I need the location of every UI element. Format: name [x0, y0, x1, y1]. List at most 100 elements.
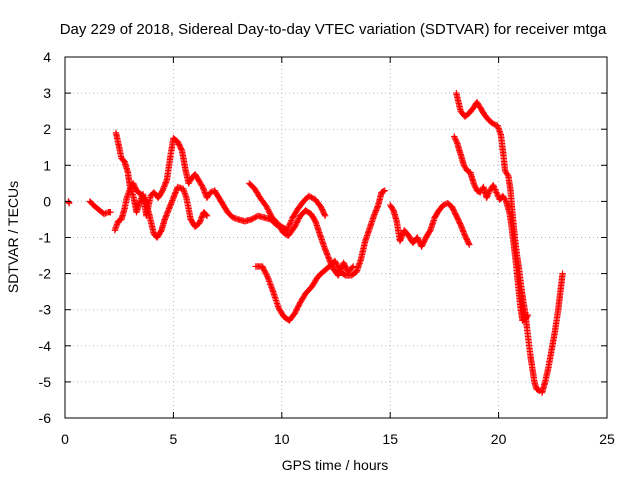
data-point [292, 308, 299, 316]
data-point [259, 263, 266, 270]
data-point [285, 222, 293, 230]
data-point [490, 183, 497, 190]
data-point [497, 129, 504, 137]
y-tick-label: 4 [43, 49, 51, 65]
data-point [198, 182, 206, 189]
data-point [321, 244, 328, 252]
data-point [292, 222, 299, 229]
data-point [380, 188, 387, 195]
y-tick-label: -4 [39, 338, 52, 354]
data-point [178, 146, 185, 153]
data-point [295, 302, 303, 309]
data-point [264, 205, 271, 212]
data-point [293, 306, 300, 313]
data-point [203, 211, 210, 219]
data-point [102, 210, 109, 217]
data-point [381, 187, 388, 194]
data-point [262, 269, 269, 277]
data-point [264, 206, 272, 213]
data-point [371, 209, 379, 217]
data-point [504, 171, 511, 178]
data-point [165, 206, 172, 214]
data-point [325, 254, 332, 261]
data-point [291, 310, 298, 317]
data-point [267, 211, 274, 219]
data-point [293, 220, 300, 228]
data-point [288, 217, 295, 224]
data-marks [65, 89, 566, 396]
data-point [323, 248, 330, 256]
y-tick-label: 3 [43, 85, 51, 101]
grid-lines [65, 57, 607, 418]
data-point [261, 268, 269, 275]
x-tick-label: 10 [274, 431, 290, 447]
data-point [440, 201, 447, 209]
data-point [130, 181, 138, 188]
data-point [491, 184, 498, 192]
data-point [161, 182, 168, 189]
data-point [485, 190, 492, 197]
data-point [459, 227, 466, 234]
data-point [196, 219, 203, 227]
data-point [295, 303, 302, 310]
data-point [107, 209, 114, 216]
data-point [492, 187, 499, 195]
x-axis-label: GPS time / hours [282, 457, 389, 473]
data-point [286, 221, 293, 228]
data-point [484, 191, 492, 199]
data-point [335, 272, 342, 279]
data-point [266, 210, 274, 217]
data-point [132, 184, 139, 191]
data-point [265, 207, 272, 215]
data-point [266, 278, 273, 285]
data-point [465, 240, 472, 247]
data-point [451, 134, 458, 142]
data-point [389, 205, 396, 213]
x-tick-label: 15 [382, 431, 398, 447]
y-tick-label: -3 [39, 302, 52, 318]
data-point [260, 265, 267, 273]
data-point [502, 196, 509, 204]
data-point [333, 261, 341, 269]
x-tick-label: 5 [170, 431, 178, 447]
data-point [162, 179, 169, 186]
data-point [161, 216, 168, 223]
x-axis-tick-labels: 0 5 10 15 20 25 [61, 431, 615, 447]
data-point [495, 126, 503, 134]
data-point [130, 180, 137, 187]
data-point [483, 194, 490, 201]
data-point [129, 189, 136, 197]
data-point [259, 264, 267, 271]
data-point [162, 213, 169, 220]
data-point [460, 229, 468, 237]
y-axis-tick-labels: -6 -5 -4 -3 -2 -1 0 1 2 3 4 [39, 49, 52, 426]
data-point [287, 220, 294, 227]
data-point [490, 182, 497, 189]
data-point [263, 203, 270, 210]
data-point [466, 241, 473, 248]
data-point [287, 218, 294, 226]
data-point [333, 260, 340, 267]
y-tick-label: -5 [39, 374, 52, 390]
data-point [324, 251, 331, 258]
data-point [559, 270, 566, 277]
data-point [169, 197, 176, 204]
data-point [100, 210, 108, 218]
data-point [335, 264, 342, 271]
data-point [334, 263, 341, 270]
data-point [293, 307, 300, 314]
data-point [181, 188, 188, 195]
data-point [452, 137, 460, 144]
data-point [490, 120, 497, 127]
data-point [295, 216, 302, 224]
data-point [491, 121, 498, 128]
data-point [171, 190, 179, 197]
data-point [164, 209, 171, 216]
data-point [451, 133, 458, 140]
data-point [397, 235, 405, 242]
data-point [523, 313, 531, 320]
y-axis-label: SDTVAR / TECUs [5, 181, 21, 293]
data-point [182, 191, 189, 198]
data-point [131, 183, 138, 190]
data-point [267, 281, 274, 288]
